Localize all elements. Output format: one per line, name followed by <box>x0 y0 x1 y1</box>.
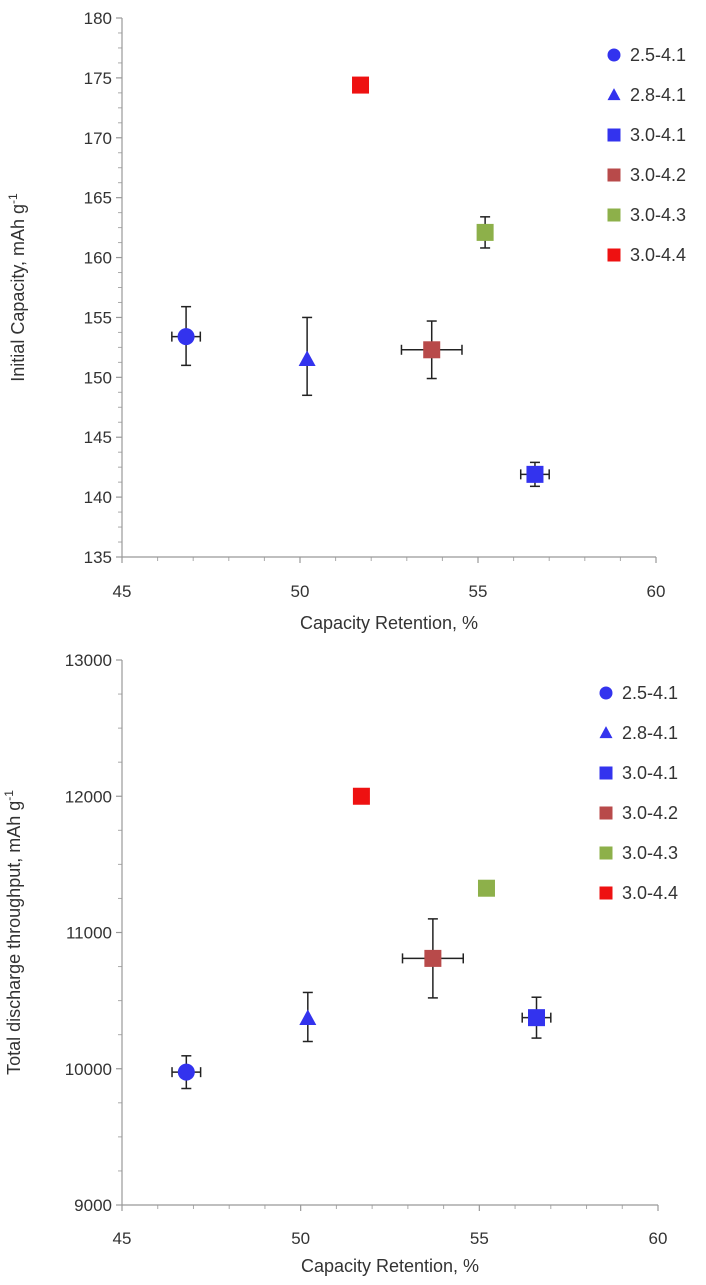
data-point-3.0-4.1 <box>528 1009 546 1027</box>
y-tick-label: 12000 <box>65 787 112 806</box>
y-axis-title: Initial Capacity, mAh g-1 <box>6 193 28 382</box>
y-tick-label: 165 <box>84 189 112 208</box>
series-3.0-4.3 <box>476 216 494 249</box>
legend-marker-3.0-4.4 <box>607 248 621 262</box>
y-tick-label: 170 <box>84 129 112 148</box>
y-tick-label: 9000 <box>74 1196 112 1215</box>
x-tick-label: 60 <box>649 1229 668 1248</box>
series-3.0-4.4 <box>352 787 370 805</box>
y-tick-label: 145 <box>84 428 112 447</box>
y-axis-title-superscript: -1 <box>2 790 16 801</box>
y-tick-label: 180 <box>84 9 112 28</box>
legend-marker-2.8-4.1 <box>599 726 613 739</box>
y-tick-label: 175 <box>84 69 112 88</box>
y-tick-label: 160 <box>84 249 112 268</box>
legend-label-2.5-4.1: 2.5-4.1 <box>622 683 678 703</box>
legend-marker-3.0-4.2 <box>599 806 613 820</box>
legend-label-3.0-4.3: 3.0-4.3 <box>630 205 686 225</box>
legend-marker-2.8-4.1 <box>607 88 621 101</box>
data-point-3.0-4.4 <box>352 76 370 94</box>
x-tick-label: 55 <box>470 1229 489 1248</box>
data-point-3.0-4.2 <box>424 949 442 967</box>
legend-label-2.5-4.1: 2.5-4.1 <box>630 45 686 65</box>
series-3.0-4.2 <box>400 320 463 380</box>
data-point-2.8-4.1 <box>299 1009 317 1026</box>
series-2.8-4.1 <box>299 991 317 1043</box>
series-3.0-4.3 <box>477 879 495 897</box>
legend-marker-3.0-4.2 <box>607 168 621 182</box>
legend-label-3.0-4.3: 3.0-4.3 <box>622 843 678 863</box>
data-point-3.0-4.1 <box>526 465 544 483</box>
y-tick-label: 140 <box>84 488 112 507</box>
y-tick-label: 150 <box>84 368 112 387</box>
x-tick-label: 60 <box>647 582 666 601</box>
data-point-3.0-4.4 <box>352 787 370 805</box>
y-tick-label: 135 <box>84 548 112 567</box>
legend-marker-3.0-4.3 <box>599 846 613 860</box>
y-axis-title: Total discharge throughput, mAh g-1 <box>2 790 24 1075</box>
data-point-2.8-4.1 <box>298 350 316 367</box>
y-tick-label: 13000 <box>65 651 112 670</box>
legend-label-3.0-4.4: 3.0-4.4 <box>622 883 678 903</box>
legend-marker-2.5-4.1 <box>607 48 621 62</box>
data-point-2.5-4.1 <box>177 328 195 346</box>
series-2.5-4.1 <box>171 1055 202 1090</box>
legend-marker-2.5-4.1 <box>599 686 613 700</box>
chart-2: 9000 10000 11000 12000 13000 45 50 55 60 Capacity… <box>2 651 678 1276</box>
data-point-3.0-4.3 <box>477 879 495 897</box>
series-3.0-4.4 <box>352 76 370 94</box>
legend-label-2.8-4.1: 2.8-4.1 <box>630 85 686 105</box>
data-point-2.5-4.1 <box>177 1063 195 1081</box>
series-2.5-4.1 <box>171 305 202 367</box>
y-axis-title-superscript: -1 <box>6 193 20 204</box>
legend-label-3.0-4.2: 3.0-4.2 <box>622 803 678 823</box>
series-3.0-4.1 <box>521 996 552 1039</box>
x-tick-label: 55 <box>469 582 488 601</box>
chart-1: 135 140 145 150 155 160 165 170 175 180 45 50 55 60 Ca… <box>6 9 686 633</box>
data-point-3.0-4.3 <box>476 223 494 241</box>
y-tick-label: 11000 <box>66 924 112 943</box>
legend-marker-3.0-4.4 <box>599 886 613 900</box>
legend-label-3.0-4.1: 3.0-4.1 <box>630 125 686 145</box>
legend-label-2.8-4.1: 2.8-4.1 <box>622 723 678 743</box>
x-tick-label: 50 <box>291 1229 310 1248</box>
legend-marker-3.0-4.3 <box>607 208 621 222</box>
x-tick-label: 45 <box>113 582 132 601</box>
legend-marker-3.0-4.1 <box>599 766 613 780</box>
data-point-3.0-4.2 <box>423 341 441 359</box>
legend-label-3.0-4.4: 3.0-4.4 <box>630 245 686 265</box>
series-2.8-4.1 <box>298 316 316 397</box>
legend-marker-3.0-4.1 <box>607 128 621 142</box>
y-tick-label: 10000 <box>65 1060 112 1079</box>
x-tick-label: 45 <box>113 1229 132 1248</box>
x-tick-label: 50 <box>291 582 310 601</box>
legend-label-3.0-4.2: 3.0-4.2 <box>630 165 686 185</box>
series-3.0-4.1 <box>519 461 550 488</box>
legend-label-3.0-4.1: 3.0-4.1 <box>622 763 678 783</box>
y-tick-label: 155 <box>84 308 112 327</box>
x-axis-title: Capacity Retention, % <box>300 613 478 633</box>
x-axis-title: Capacity Retention, % <box>301 1256 479 1276</box>
series-3.0-4.2 <box>401 918 465 999</box>
